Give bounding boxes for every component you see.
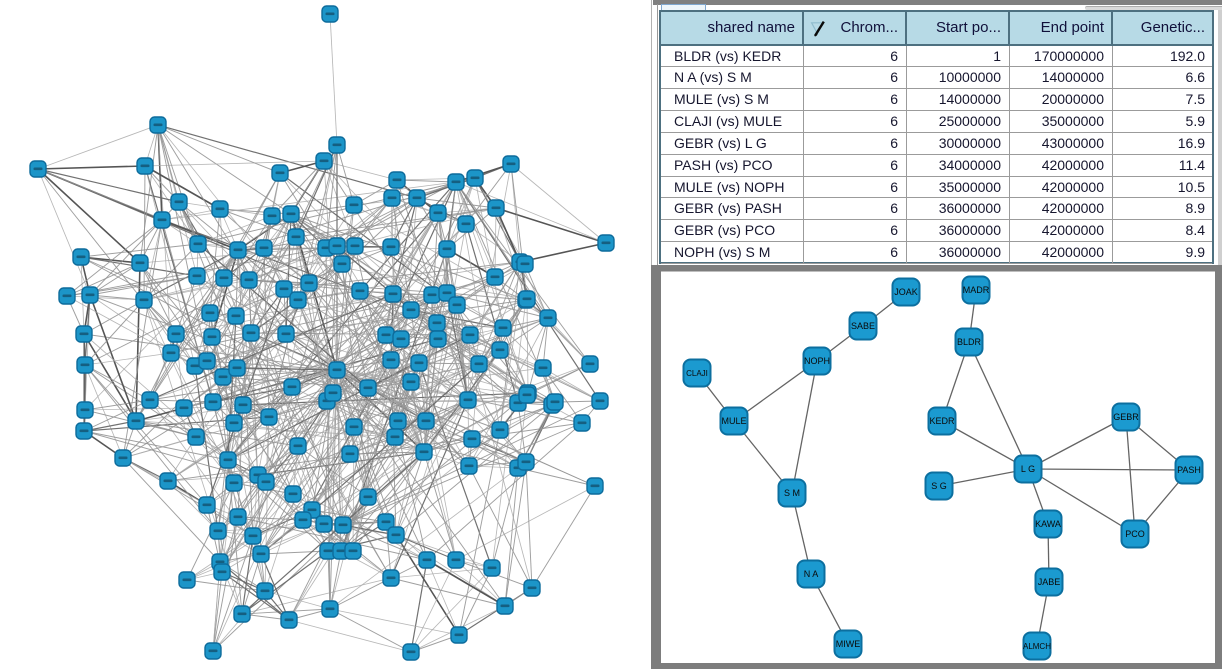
svg-text:PCO: PCO bbox=[1125, 529, 1145, 539]
svg-text:PASH: PASH bbox=[1177, 465, 1201, 475]
svg-text:S G: S G bbox=[931, 481, 947, 491]
svg-text:BLDR: BLDR bbox=[957, 337, 982, 347]
svg-text:CLAJI: CLAJI bbox=[686, 369, 708, 378]
svg-text:KAWA: KAWA bbox=[1035, 519, 1061, 529]
svg-text:KEDR: KEDR bbox=[929, 416, 955, 426]
svg-text:SABE: SABE bbox=[851, 321, 875, 331]
svg-text:N A: N A bbox=[804, 569, 819, 579]
svg-text:MADR: MADR bbox=[963, 285, 990, 295]
svg-text:S M: S M bbox=[784, 488, 800, 498]
svg-text:NOPH: NOPH bbox=[804, 356, 830, 366]
svg-text:JOAK: JOAK bbox=[894, 287, 918, 297]
svg-text:MULE: MULE bbox=[721, 416, 746, 426]
svg-text:JABE: JABE bbox=[1038, 577, 1061, 587]
svg-text:ALMCH: ALMCH bbox=[1023, 642, 1051, 651]
svg-text:L G: L G bbox=[1021, 464, 1035, 474]
svg-text:MIWE: MIWE bbox=[836, 639, 861, 649]
svg-text:GEBR: GEBR bbox=[1113, 412, 1139, 422]
